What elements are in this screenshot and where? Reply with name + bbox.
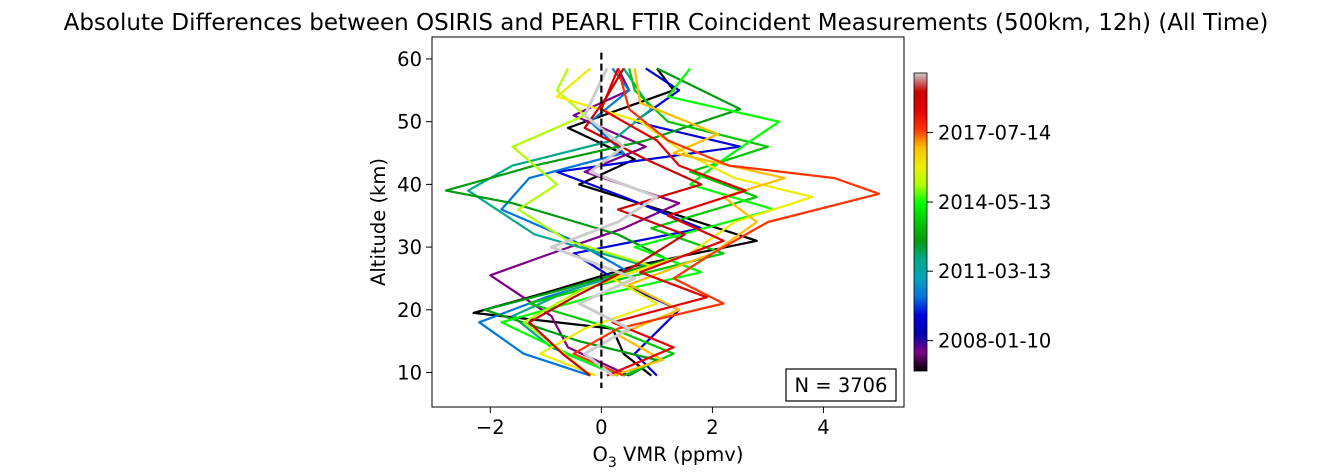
x-tick-label: 2 <box>706 416 718 439</box>
colorbar-ticks: 2008-01-10 2011-03-13 2014-05-13 2017-07-14 <box>927 122 1051 353</box>
series-line-11 <box>572 68 881 377</box>
sample-count-annotation: N = 3706 <box>795 374 888 397</box>
series-line-14 <box>549 67 659 377</box>
colorbar-gradient <box>913 72 928 372</box>
y-tick-label: 60 <box>397 48 422 71</box>
series-line-6 <box>528 68 770 377</box>
x-axis-label-rest: VMR (ppmv) <box>617 443 744 466</box>
colorbar-tick-label: 2011-03-13 <box>938 260 1051 283</box>
series-line-5 <box>444 67 742 377</box>
series-line-8 <box>511 67 653 377</box>
y-axis: 10 20 30 40 50 60 <box>397 48 432 385</box>
y-tick-label: 30 <box>397 236 422 259</box>
chart-title: Absolute Differences between OSIRIS and … <box>64 10 1269 36</box>
x-axis-label: O3 VMR (ppmv) <box>593 443 744 471</box>
colorbar-tick-label: 2017-07-14 <box>938 122 1051 145</box>
x-axis-label-subscript: 3 <box>608 455 617 471</box>
series-line-4 <box>467 67 653 377</box>
series-group <box>444 67 881 377</box>
x-tick-label: 4 <box>817 416 829 439</box>
y-tick-label: 40 <box>397 173 422 196</box>
colorbar-tick-label: 2008-01-10 <box>938 330 1051 353</box>
series-line-3 <box>478 67 631 377</box>
series-line-1 <box>489 67 681 377</box>
x-tick-label: 0 <box>595 416 607 439</box>
colorbar: 2008-01-10 2011-03-13 2014-05-13 2017-07-14 <box>913 72 1051 372</box>
colorbar-tick-label: 2014-05-13 <box>938 191 1051 214</box>
y-tick-label: 50 <box>397 111 422 134</box>
x-axis-label-main: O <box>593 443 608 466</box>
y-tick-label: 10 <box>397 362 422 385</box>
sample-count-box: N = 3706 <box>785 368 897 402</box>
y-axis-label: Altitude (km) <box>367 158 390 286</box>
series-line-7 <box>500 67 781 377</box>
y-tick-label: 20 <box>397 299 422 322</box>
plot-frame <box>431 36 905 408</box>
series-line-9 <box>539 67 814 377</box>
x-axis: −2 0 2 4 <box>476 407 830 439</box>
x-tick-label: −2 <box>476 416 505 439</box>
series-line-13 <box>528 67 703 377</box>
